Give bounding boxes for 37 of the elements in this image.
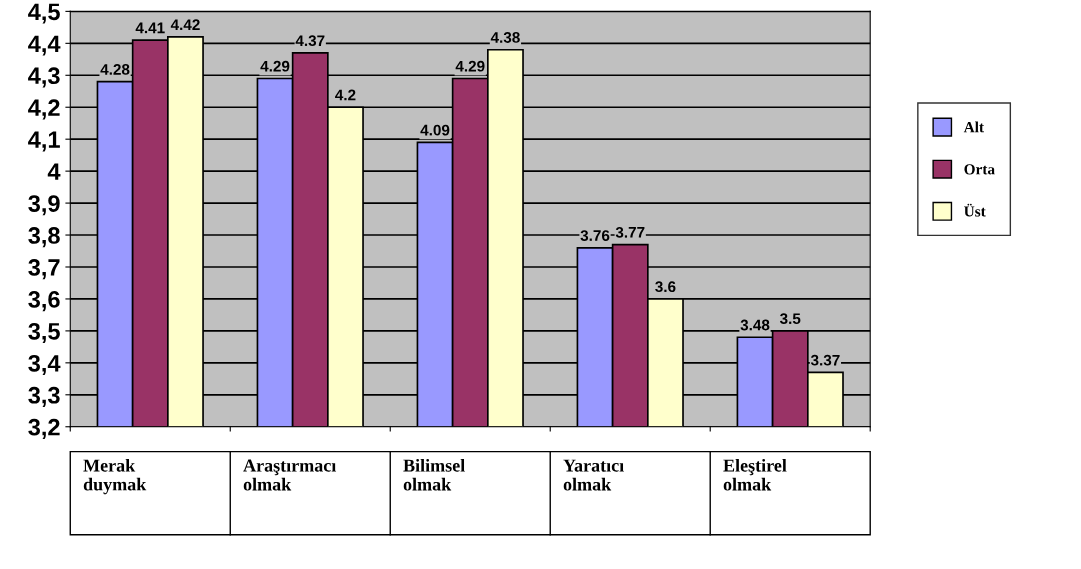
y-tick-label: 4,2 [28, 99, 60, 120]
data-label: 4.29 [260, 60, 290, 72]
data-label: 4.28 [100, 64, 130, 75]
y-tick-label: 3,7 [28, 259, 60, 280]
y-tick-label: 4,4 [28, 35, 61, 56]
y-tick-label: 3,2 [28, 418, 60, 439]
data-label: 3.5 [779, 313, 801, 325]
data-label: 3.6 [655, 281, 676, 293]
y-tick-label: 4,3 [28, 67, 60, 88]
y-tick-label: 3,9 [28, 195, 60, 216]
y-tick-label: 4,5 [28, 3, 60, 24]
data-label: 4.42 [170, 19, 200, 30]
data-label: 4.09 [420, 124, 450, 136]
y-tick-label: 3,6 [28, 291, 60, 312]
x-tick-label: Merak duymak [83, 458, 147, 495]
data-label: 4.38 [490, 32, 520, 43]
y-tick-label: 3,4 [28, 354, 61, 376]
y-tick-label: 4 [47, 163, 61, 180]
data-label: 3.37 [810, 354, 840, 366]
data-label: 4.2 [335, 89, 356, 101]
legend-label: Alt [963, 121, 984, 133]
x-tick-label: Araştırmacı olmak [243, 459, 337, 491]
x-tick-label: Eleştirel olmak [723, 458, 787, 491]
legend-label: Orta [964, 164, 995, 175]
data-label: 3.48 [740, 319, 770, 331]
data-label: 3.76 [580, 230, 610, 241]
y-tick-label: 3,8 [28, 227, 60, 248]
y-tick-label: 3,5 [28, 322, 60, 344]
y-tick-label: 3,3 [28, 386, 60, 408]
data-label: 4.29 [455, 60, 485, 72]
data-label: 4.37 [295, 35, 325, 47]
data-label: 4.41 [135, 22, 165, 34]
data-label: 3.77 [615, 226, 645, 238]
y-tick-label: 4,1 [28, 131, 60, 152]
x-tick-label: Bilimsel olmak [403, 458, 465, 491]
legend-label: Üst [964, 203, 986, 217]
x-tick-label: Yaratıcı olmak [563, 459, 624, 491]
